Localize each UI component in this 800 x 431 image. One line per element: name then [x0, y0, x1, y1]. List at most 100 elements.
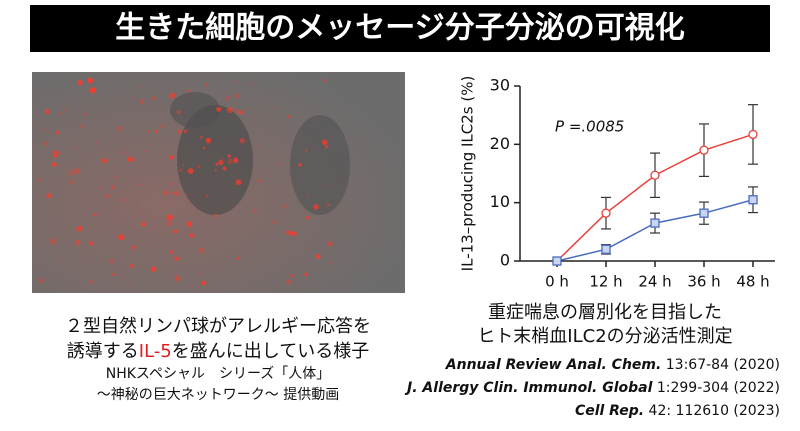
speckle	[235, 80, 238, 83]
speckle	[305, 149, 308, 153]
speckle	[144, 150, 147, 153]
caption-text: を盛んに出している様子	[172, 341, 369, 362]
speckle	[121, 198, 125, 202]
speckle	[218, 159, 224, 165]
speckle	[70, 179, 74, 184]
speckle	[42, 129, 46, 132]
marker	[699, 145, 709, 155]
caption-line: 〜神秘の巨大ネットワーク〜 提供動画	[97, 387, 339, 403]
speckle	[292, 231, 297, 237]
speckle	[55, 130, 60, 135]
reference: Cell Rep. 42: 112610 (2023)	[575, 403, 780, 419]
speckle	[77, 80, 83, 86]
speckle	[110, 273, 114, 276]
speckle	[171, 182, 174, 185]
speckle	[169, 155, 174, 160]
speckle	[326, 184, 329, 187]
speckle	[186, 221, 192, 227]
speckle	[163, 190, 169, 196]
marker	[699, 208, 709, 218]
speckle	[166, 221, 172, 227]
caption-highlight: IL-5	[139, 341, 172, 362]
speckle	[51, 162, 57, 167]
reference: J. Allergy Clin. Immunol. Global 1:299-3…	[404, 380, 780, 396]
speckle	[110, 184, 115, 190]
speckle	[226, 107, 233, 113]
journal: J. Allergy Clin. Immunol. Global	[404, 380, 653, 396]
marker	[601, 208, 611, 218]
speckle	[258, 179, 262, 183]
speckle	[63, 108, 66, 111]
speckle	[154, 129, 158, 133]
y-axis-label: IL-13–producing ILC2s (%)	[459, 76, 477, 272]
speckle	[239, 137, 245, 144]
caption-text: 誘導する	[67, 341, 139, 362]
speckle	[304, 272, 308, 277]
speckle	[222, 157, 225, 160]
x-tick-label: 24 h	[638, 273, 671, 291]
speckle	[197, 272, 200, 275]
speckle	[186, 89, 190, 93]
speckle	[253, 209, 257, 213]
marker	[552, 256, 562, 266]
speckle	[46, 193, 52, 199]
speckle	[214, 169, 217, 172]
speckle	[205, 137, 212, 144]
speckle	[290, 273, 294, 278]
speckle	[187, 168, 194, 174]
speckle	[138, 84, 141, 87]
speckle	[109, 259, 114, 264]
x-tick-label: 36 h	[687, 273, 720, 291]
x-tick-label: 48 h	[736, 273, 769, 291]
speckle	[186, 193, 189, 197]
speckle	[121, 150, 125, 154]
speckle	[49, 238, 57, 245]
speckle	[236, 256, 240, 260]
speckle	[279, 163, 282, 166]
speckle	[298, 163, 302, 167]
speckle	[201, 280, 206, 286]
y-tick-label: 30	[490, 76, 510, 95]
y-tick-label: 0	[500, 251, 510, 270]
speckle	[89, 86, 92, 89]
speckle	[173, 255, 177, 259]
speckle	[129, 263, 134, 269]
speckle	[102, 158, 107, 164]
speckle	[189, 233, 194, 238]
speckle	[38, 177, 42, 182]
caption-line: ２型自然リンパ球がアレルギー応答を	[65, 316, 371, 337]
speckle	[199, 135, 203, 139]
speckle	[74, 239, 81, 246]
speckle	[216, 106, 222, 112]
speckle	[227, 158, 233, 165]
chart-caption: 重症喘息の層別化を目指した	[488, 302, 722, 323]
caption-line: NHKスペシャル シリーズ「人体」	[106, 366, 331, 382]
speckle	[62, 259, 65, 262]
speckle	[183, 129, 188, 134]
x-tick-label: 12 h	[589, 273, 622, 291]
speckle	[119, 275, 121, 277]
speckle	[197, 165, 200, 168]
citation: 13:67-84 (2020)	[661, 357, 780, 373]
speckle	[204, 83, 208, 87]
reference: Annual Review Anal. Chem. 13:67-84 (2020…	[445, 357, 780, 373]
speckle	[95, 141, 97, 144]
caption-line: 誘導するIL-5を盛んに出している様子	[67, 341, 369, 362]
speckle	[222, 166, 227, 171]
speckle	[233, 157, 239, 163]
speckle	[139, 99, 145, 104]
speckle	[87, 77, 93, 84]
chart-caption: ヒト末梢血ILC2の分泌活性測定	[477, 326, 732, 347]
speckle	[213, 213, 218, 218]
marker	[748, 129, 758, 140]
speckle	[168, 92, 176, 99]
speckle	[225, 95, 229, 100]
speckle	[173, 190, 180, 197]
microscopy-image	[32, 72, 405, 293]
speckle	[326, 240, 333, 247]
speckle	[235, 93, 240, 98]
speckle	[285, 279, 292, 285]
speckle	[93, 213, 97, 217]
journal: Annual Review Anal. Chem.	[445, 357, 662, 373]
